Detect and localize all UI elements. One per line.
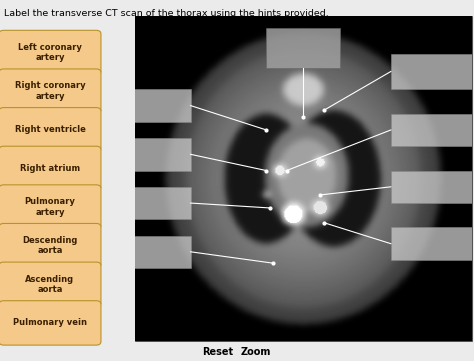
Text: Right atrium: Right atrium: [20, 164, 80, 173]
FancyBboxPatch shape: [0, 262, 101, 306]
Text: Right coronary
artery: Right coronary artery: [15, 82, 85, 101]
FancyBboxPatch shape: [266, 28, 340, 68]
Text: Ascending
aorta: Ascending aorta: [26, 275, 74, 294]
Text: Right ventricle: Right ventricle: [15, 125, 85, 134]
Text: Label the transverse CT scan of the thorax using the hints provided.: Label the transverse CT scan of the thor…: [4, 9, 328, 18]
FancyBboxPatch shape: [0, 108, 101, 152]
FancyBboxPatch shape: [0, 69, 101, 113]
FancyBboxPatch shape: [391, 54, 474, 90]
Text: Descending
aorta: Descending aorta: [22, 236, 78, 255]
FancyBboxPatch shape: [0, 30, 101, 75]
FancyBboxPatch shape: [391, 171, 474, 203]
FancyBboxPatch shape: [132, 90, 191, 122]
FancyBboxPatch shape: [0, 223, 101, 268]
Text: Left coronary
artery: Left coronary artery: [18, 43, 82, 62]
Text: Pulmonary vein: Pulmonary vein: [13, 318, 87, 327]
FancyBboxPatch shape: [0, 185, 101, 229]
FancyBboxPatch shape: [391, 227, 474, 260]
FancyBboxPatch shape: [132, 236, 191, 268]
FancyBboxPatch shape: [132, 138, 191, 171]
FancyBboxPatch shape: [0, 146, 101, 191]
Text: Zoom: Zoom: [241, 347, 271, 357]
FancyBboxPatch shape: [0, 301, 101, 345]
Bar: [135, 16, 472, 341]
FancyBboxPatch shape: [132, 187, 191, 219]
FancyBboxPatch shape: [391, 114, 474, 146]
Text: Pulmonary
artery: Pulmonary artery: [25, 197, 75, 217]
Text: Reset: Reset: [202, 347, 234, 357]
